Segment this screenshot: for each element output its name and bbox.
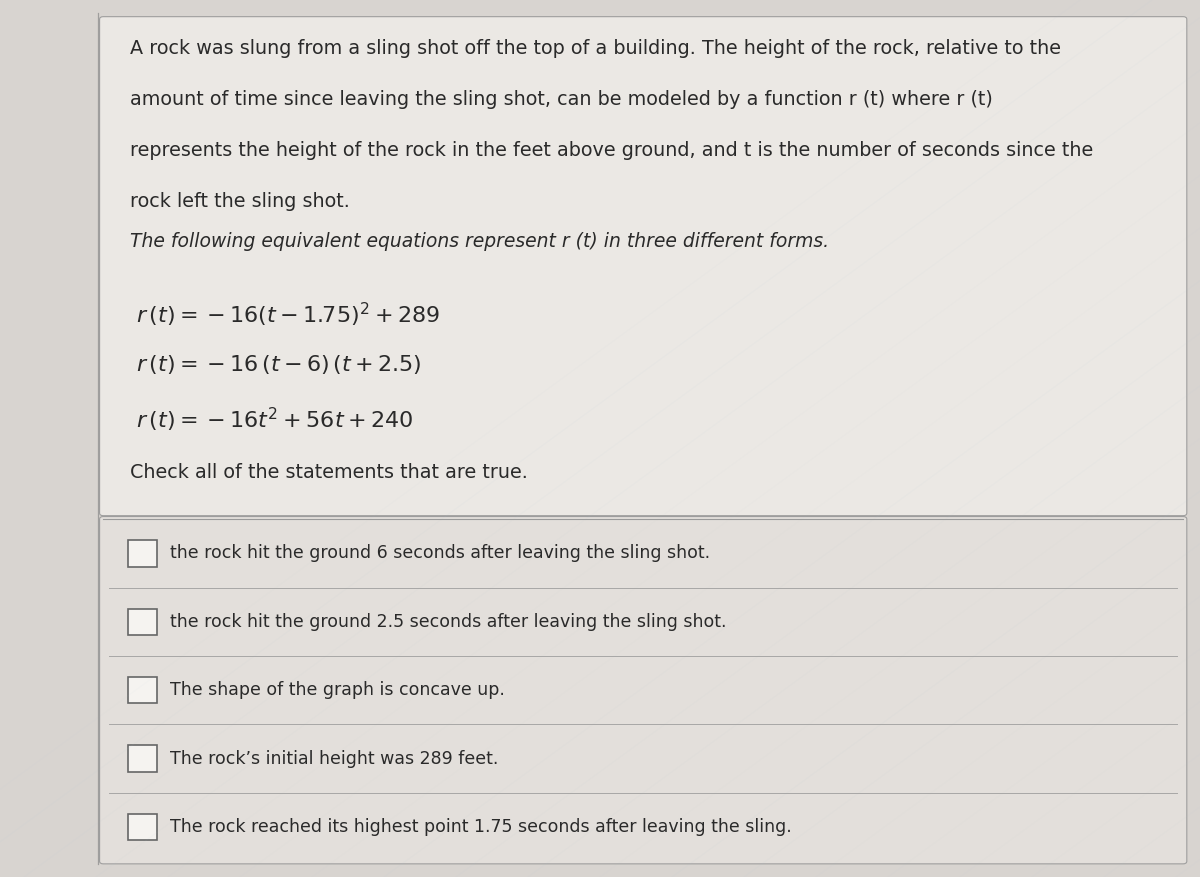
Text: rock left the sling shot.: rock left the sling shot. [130, 192, 349, 211]
FancyBboxPatch shape [128, 677, 157, 703]
Text: Check all of the statements that are true.: Check all of the statements that are tru… [130, 463, 528, 482]
Text: the rock hit the ground 2.5 seconds after leaving the sling shot.: the rock hit the ground 2.5 seconds afte… [170, 613, 727, 631]
Text: $r\,(t) = -16\,(t-6)\,(t+2.5)$: $r\,(t) = -16\,(t-6)\,(t+2.5)$ [136, 353, 421, 376]
Text: The shape of the graph is concave up.: The shape of the graph is concave up. [170, 681, 505, 699]
Text: The rock’s initial height was 289 feet.: The rock’s initial height was 289 feet. [170, 750, 499, 767]
Text: represents the height of the rock in the feet above ground, and t is the number : represents the height of the rock in the… [130, 141, 1093, 160]
Text: amount of time since leaving the sling shot, can be modeled by a function r (t) : amount of time since leaving the sling s… [130, 90, 992, 110]
FancyBboxPatch shape [128, 540, 157, 567]
FancyBboxPatch shape [128, 745, 157, 772]
Text: The following equivalent equations represent r (t) in three different forms.: The following equivalent equations repre… [130, 232, 829, 252]
FancyBboxPatch shape [128, 814, 157, 840]
Text: $r\,(t) = -16t^2 + 56t + 240$: $r\,(t) = -16t^2 + 56t + 240$ [136, 406, 413, 434]
FancyBboxPatch shape [100, 17, 1187, 516]
Text: $r\,(t) = -16(t-1.75)^2 + 289$: $r\,(t) = -16(t-1.75)^2 + 289$ [136, 301, 439, 329]
Text: A rock was slung from a sling shot off the top of a building. The height of the : A rock was slung from a sling shot off t… [130, 39, 1061, 59]
FancyBboxPatch shape [128, 609, 157, 635]
FancyBboxPatch shape [100, 517, 1187, 864]
Text: the rock hit the ground 6 seconds after leaving the sling shot.: the rock hit the ground 6 seconds after … [170, 545, 710, 562]
Text: The rock reached its highest point 1.75 seconds after leaving the sling.: The rock reached its highest point 1.75 … [170, 818, 792, 836]
